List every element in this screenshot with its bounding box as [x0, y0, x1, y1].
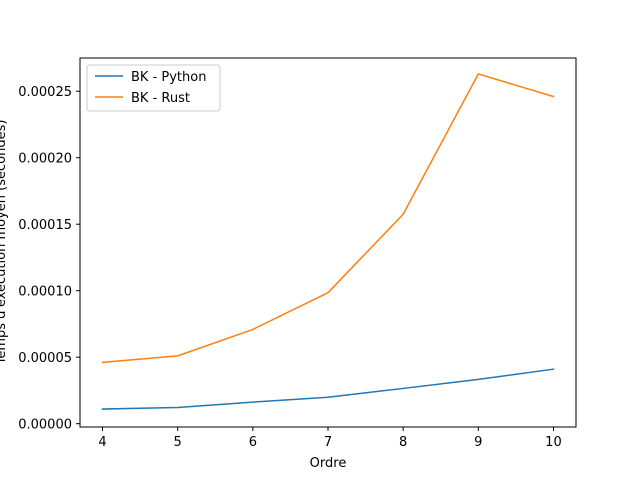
y-axis-label: Temps d'exécution moyen (secondes) — [0, 120, 9, 366]
x-tick-label: 4 — [98, 435, 106, 450]
x-axis-ticks: 4 5 6 7 8 9 10 — [98, 427, 562, 450]
x-axis-label: Ordre — [310, 456, 347, 471]
legend: BK - Python BK - Rust — [86, 64, 221, 112]
series-layer — [101, 73, 555, 410]
y-tick-label: 0.00015 — [18, 218, 72, 233]
y-tick-label: 0.00025 — [18, 85, 72, 100]
legend-label-rust: BK - Rust — [131, 91, 190, 106]
legend-label-python: BK - Python — [131, 70, 206, 85]
x-tick-label: 9 — [474, 435, 482, 450]
series-line-rust — [101, 73, 555, 364]
x-tick-label: 7 — [324, 435, 332, 450]
x-tick-label: 10 — [545, 435, 562, 450]
x-tick-label: 8 — [399, 435, 407, 450]
y-axis-ticks: 0.00000 0.00005 0.00010 0.00015 0.00020 0.000… — [18, 85, 80, 433]
y-tick-label: 0.00010 — [18, 285, 72, 300]
series-line-python — [101, 368, 555, 410]
y-tick-label: 0.00000 — [18, 418, 72, 433]
x-tick-label: 6 — [249, 435, 257, 450]
x-tick-label: 5 — [174, 435, 182, 450]
y-tick-label: 0.00005 — [18, 351, 72, 366]
y-tick-label: 0.00020 — [18, 152, 72, 167]
plot-area — [79, 57, 577, 428]
